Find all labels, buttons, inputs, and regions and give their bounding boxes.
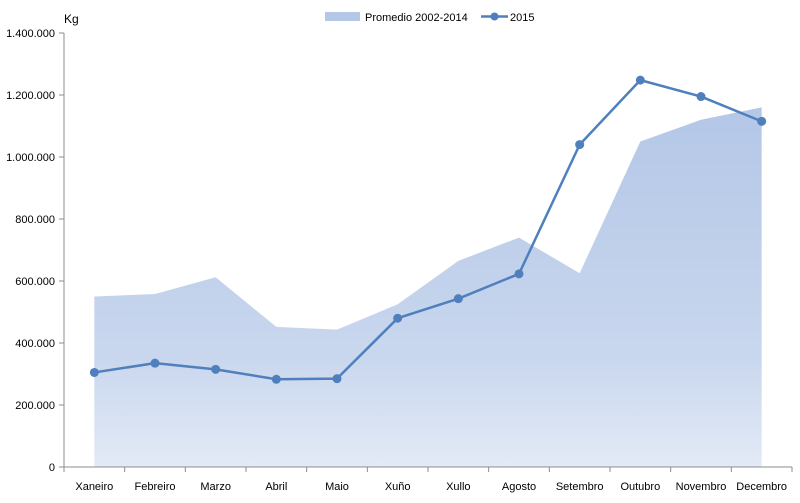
series-line-2015-markers [89, 75, 767, 384]
x-tick-label: Setembro [556, 481, 604, 493]
x-tick-label: Novembro [676, 481, 727, 493]
x-tick-label: Xaneiro [75, 481, 113, 493]
y-axis-unit-label: Kg [64, 12, 79, 26]
line-point [393, 313, 403, 323]
legend-swatch-area [325, 12, 360, 21]
line-point [514, 269, 524, 279]
x-axis-ticks: Xaneiro Febreiro Marzo Abril Maio Xuño Xullo Ag… [63, 467, 793, 493]
line-point [89, 367, 99, 377]
x-tick-label: Abril [265, 481, 287, 493]
x-tick-label: Marzo [200, 481, 231, 493]
line-point [696, 92, 706, 102]
y-axis-ticks: 0 200.000 400.000 600.000 800.000 1.000.000 1.… [6, 28, 64, 474]
y-tick-label: 1.200.000 [6, 90, 55, 102]
series-line-2015 [94, 78, 763, 381]
x-tick-label: Maio [325, 481, 349, 493]
line-point [635, 75, 645, 85]
legend-label-line: 2015 [510, 12, 534, 24]
y-tick-label: 1.400.000 [6, 28, 55, 40]
y-tick-label: 400.000 [15, 338, 55, 350]
line-point [453, 294, 463, 304]
legend: Promedio 2002-2014 2015 [325, 12, 534, 24]
y-tick-label: 1.000.000 [6, 152, 55, 164]
line-point [575, 140, 585, 150]
series-area-promedio [94, 107, 762, 468]
legend-swatch-marker [490, 12, 499, 21]
y-tick-label: 0 [49, 462, 55, 474]
x-tick-label: Agosto [502, 481, 536, 493]
legend-label-area: Promedio 2002-2014 [365, 12, 468, 24]
line-point [271, 374, 281, 384]
line-point [332, 374, 342, 384]
y-tick-label: 200.000 [15, 400, 55, 412]
x-tick-label: Xullo [446, 481, 470, 493]
y-tick-label: 800.000 [15, 214, 55, 226]
x-tick-label: Febreiro [135, 481, 176, 493]
line-point [150, 358, 160, 368]
x-tick-label: Xuño [385, 481, 411, 493]
x-tick-label: Outubro [620, 481, 660, 493]
x-tick-label: Decembro [736, 481, 787, 493]
y-tick-label: 600.000 [15, 276, 55, 288]
line-point [757, 116, 767, 126]
line-point [211, 364, 221, 374]
